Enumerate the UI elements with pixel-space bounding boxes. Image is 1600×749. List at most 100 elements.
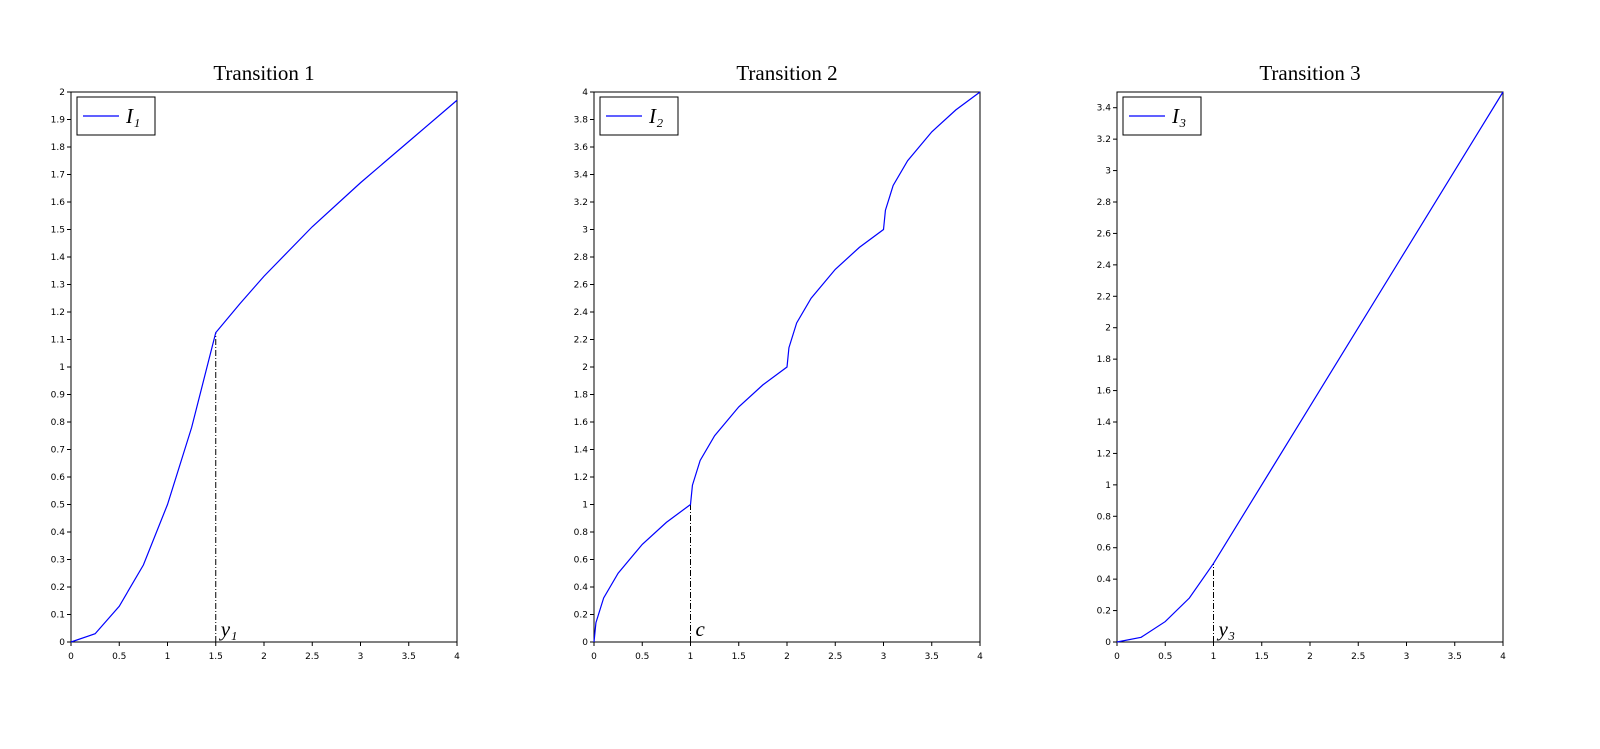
x-tick-label: 1.5 bbox=[209, 652, 223, 662]
y-tick-label: 1.8 bbox=[574, 391, 589, 401]
chart-title: Transition 1 bbox=[213, 61, 314, 85]
x-tick-label: 3.5 bbox=[925, 652, 939, 662]
y-tick-label: 2.2 bbox=[1097, 292, 1111, 302]
y-tick-label: 0.3 bbox=[51, 556, 65, 566]
series-line bbox=[1116, 91, 1504, 643]
y-tick-label: 1.6 bbox=[574, 418, 589, 428]
y-tick-label: 1.8 bbox=[51, 143, 66, 153]
y-tick-label: 0.1 bbox=[51, 611, 65, 621]
y-tick-label: 0 bbox=[582, 638, 588, 648]
x-tick-label: 2.5 bbox=[828, 652, 842, 662]
y-tick-label: 2.4 bbox=[574, 308, 589, 318]
x-tick-label: 3.5 bbox=[1448, 652, 1462, 662]
x-tick-label: 0 bbox=[1114, 652, 1120, 662]
subplot: Transition 3 0 0.2 0.4 0.6 0.8 1 1.2 1.4 1.6 1.8 2 2… bbox=[1097, 61, 1506, 662]
legend-label: I₁ bbox=[125, 104, 140, 128]
x-tick-label: 2.5 bbox=[1351, 652, 1365, 662]
y-tick-label: 0 bbox=[1105, 638, 1111, 648]
x-tick-label: 0.5 bbox=[635, 652, 649, 662]
y-tick-label: 3.8 bbox=[574, 116, 589, 126]
y-tick-label: 0.7 bbox=[51, 446, 65, 456]
chart-title: Transition 2 bbox=[736, 61, 837, 85]
series-line bbox=[593, 91, 981, 643]
y-tick-label: 1 bbox=[582, 501, 588, 511]
annotation-label: y₃ bbox=[1217, 617, 1236, 641]
y-tick-label: 1.4 bbox=[574, 446, 589, 456]
y-tick-label: 2.6 bbox=[1097, 229, 1112, 239]
x-tick-label: 1 bbox=[688, 652, 694, 662]
series-line bbox=[70, 99, 458, 643]
y-tick-label: 3 bbox=[582, 226, 588, 236]
y-tick-label: 0 bbox=[59, 638, 65, 648]
y-tick-label: 2 bbox=[59, 88, 65, 98]
x-tick-label: 0.5 bbox=[1158, 652, 1172, 662]
y-tick-label: 1.8 bbox=[1097, 355, 1112, 365]
y-tick-label: 3.4 bbox=[1097, 104, 1112, 114]
y-tick-label: 0.6 bbox=[1097, 544, 1112, 554]
y-tick-label: 1.5 bbox=[51, 226, 65, 236]
y-tick-label: 0.8 bbox=[51, 418, 66, 428]
y-tick-label: 0.2 bbox=[1097, 607, 1111, 617]
x-tick-label: 1.5 bbox=[732, 652, 746, 662]
plot-frame bbox=[1116, 91, 1504, 643]
y-tick-label: 2.8 bbox=[574, 253, 589, 263]
y-tick-label: 1.4 bbox=[51, 253, 66, 263]
y-tick-label: 3.2 bbox=[1097, 135, 1111, 145]
y-tick-label: 0.5 bbox=[51, 501, 65, 511]
y-tick-label: 3.4 bbox=[574, 171, 589, 181]
y-tick-label: 0.4 bbox=[574, 583, 589, 593]
annotation-label: c bbox=[696, 617, 706, 641]
x-tick-label: 2.5 bbox=[305, 652, 319, 662]
x-tick-label: 3.5 bbox=[402, 652, 416, 662]
y-tick-label: 0.8 bbox=[574, 528, 589, 538]
x-tick-label: 4 bbox=[1500, 652, 1506, 662]
y-tick-label: 1.1 bbox=[51, 336, 65, 346]
x-tick-label: 0.5 bbox=[112, 652, 126, 662]
y-tick-label: 3.6 bbox=[574, 143, 589, 153]
y-tick-label: 1 bbox=[59, 363, 65, 373]
x-tick-label: 1 bbox=[1211, 652, 1217, 662]
y-tick-label: 4 bbox=[582, 88, 588, 98]
x-tick-label: 3 bbox=[1404, 652, 1410, 662]
x-tick-label: 2 bbox=[261, 652, 267, 662]
legend-label: I₃ bbox=[1171, 104, 1186, 128]
x-tick-label: 0 bbox=[591, 652, 597, 662]
x-tick-label: 2 bbox=[784, 652, 790, 662]
chart-title: Transition 3 bbox=[1259, 61, 1360, 85]
y-tick-label: 2.8 bbox=[1097, 198, 1112, 208]
y-tick-label: 2.2 bbox=[574, 336, 588, 346]
plot-frame bbox=[70, 91, 458, 643]
y-tick-label: 1.6 bbox=[51, 198, 66, 208]
x-tick-label: 1 bbox=[165, 652, 171, 662]
y-tick-label: 2 bbox=[1105, 324, 1111, 334]
y-tick-label: 0.4 bbox=[51, 528, 66, 538]
y-tick-label: 1 bbox=[1105, 481, 1111, 491]
y-tick-label: 0.2 bbox=[574, 611, 588, 621]
x-tick-label: 2 bbox=[1307, 652, 1313, 662]
y-tick-label: 3 bbox=[1105, 167, 1111, 177]
y-tick-label: 0.4 bbox=[1097, 575, 1112, 585]
y-tick-label: 0.2 bbox=[51, 583, 65, 593]
y-tick-label: 1.2 bbox=[574, 473, 588, 483]
y-tick-label: 1.3 bbox=[51, 281, 65, 291]
x-tick-label: 4 bbox=[977, 652, 983, 662]
y-tick-label: 2.4 bbox=[1097, 261, 1112, 271]
y-tick-label: 1.2 bbox=[51, 308, 65, 318]
y-tick-label: 3.2 bbox=[574, 198, 588, 208]
y-tick-label: 1.2 bbox=[1097, 449, 1111, 459]
x-tick-label: 3 bbox=[358, 652, 364, 662]
x-tick-label: 0 bbox=[68, 652, 74, 662]
y-tick-label: 2.6 bbox=[574, 281, 589, 291]
y-tick-label: 2 bbox=[582, 363, 588, 373]
x-tick-label: 3 bbox=[881, 652, 887, 662]
y-tick-label: 0.6 bbox=[51, 473, 66, 483]
y-tick-label: 1.7 bbox=[51, 171, 65, 181]
subplot: Transition 2 0 0.2 0.4 0.6 0.8 1 1.2 1.4 1.6 1.8 2 2… bbox=[574, 61, 983, 662]
y-tick-label: 1.6 bbox=[1097, 387, 1112, 397]
x-tick-label: 1.5 bbox=[1255, 652, 1269, 662]
y-tick-label: 0.8 bbox=[1097, 512, 1112, 522]
annotation-label: y₁ bbox=[219, 617, 238, 641]
y-tick-label: 0.6 bbox=[574, 556, 589, 566]
y-tick-label: 1.4 bbox=[1097, 418, 1112, 428]
